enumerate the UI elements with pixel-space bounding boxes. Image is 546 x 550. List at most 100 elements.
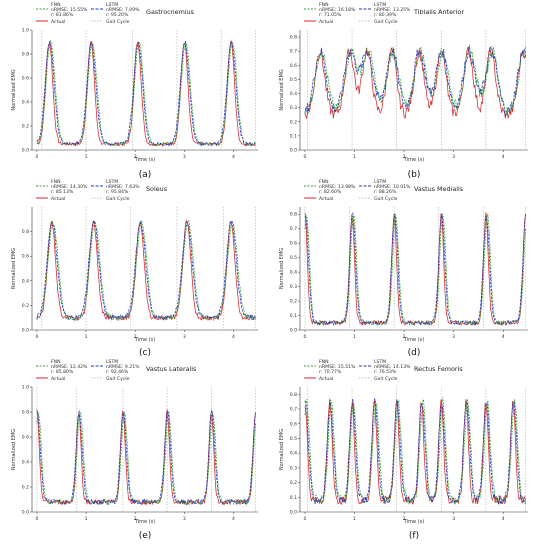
legend-lstm-r: r: 76.53%	[374, 369, 397, 375]
legend-fnn-r: r: 82.60%	[319, 189, 342, 195]
y-tick-label: 0.5	[290, 255, 297, 261]
legend-actual-label: Actual	[51, 376, 65, 382]
y-tick-label: 0.0	[22, 148, 29, 154]
legend-fnn-nrmse: nRMSE: 15.51%	[319, 364, 356, 370]
y-tick-label: 0.4	[290, 91, 297, 97]
legend-actual-label: Actual	[51, 19, 65, 25]
y-tick-label: 0.1	[290, 313, 297, 319]
y-tick-label: 0.4	[290, 451, 297, 457]
x-tick-label: 0	[303, 516, 306, 522]
y-tick-label: 0.2	[22, 303, 29, 309]
legend-actual-label: Actual	[51, 196, 65, 202]
series-fnn-line	[304, 46, 526, 116]
legend-lstm-r: r: 92.46%	[106, 369, 129, 375]
y-tick-label: 0.4	[290, 270, 297, 276]
x-tick-label: 2	[403, 516, 406, 522]
legend-lstm-r: r: 80.39%	[374, 12, 397, 18]
x-tick-label: 0	[303, 334, 306, 340]
x-tick-label: 1	[85, 516, 88, 522]
panel-label: (c)	[139, 348, 151, 358]
legend-lstm-r: r: 95.20%	[106, 12, 129, 18]
y-tick-label: 0.6	[22, 435, 29, 441]
legend-fnn-nrmse: nRMSE: 14.30%	[51, 184, 88, 190]
y-tick-label: 0.6	[290, 241, 297, 247]
y-tick-label: 0.6	[290, 421, 297, 427]
panel-label: (f)	[409, 531, 419, 541]
legend-fnn-r: r: 71.05%	[319, 12, 342, 18]
y-tick-label: 0.2	[290, 480, 297, 486]
y-axis-label: Normalized EMG	[279, 429, 285, 470]
legend-fnn-name: FNN	[51, 359, 61, 365]
series-lstm-line	[304, 212, 526, 326]
legend-gait-label: Gait Cycle	[106, 196, 130, 202]
series-lstm-line	[36, 40, 256, 147]
legend-fnn-name: FNN	[51, 2, 61, 8]
panel-label: (b)	[408, 170, 421, 180]
legend-fnn-r: r: 70.77%	[319, 369, 342, 375]
x-axis-label: Time (s)	[403, 337, 424, 343]
x-tick-label: 3	[452, 154, 455, 160]
y-tick-label: 0.3	[290, 105, 297, 111]
chart-title: Tibialis Anterior	[413, 8, 464, 16]
x-tick-label: 3	[183, 154, 186, 160]
series-lstm-line	[36, 219, 256, 321]
x-axis-label: Time (s)	[134, 157, 155, 163]
x-tick-label: 3	[452, 516, 455, 522]
y-tick-label: 0.6	[22, 254, 29, 260]
y-tick-label: 0.8	[290, 212, 297, 218]
y-axis-label: Normalized EMG	[279, 69, 285, 110]
legend-gait-label: Gait Cycle	[374, 376, 398, 382]
x-tick-label: 1	[353, 334, 356, 340]
x-tick-label: 4	[232, 516, 235, 522]
series-fnn-line	[36, 410, 256, 506]
y-tick-label: 0.0	[290, 328, 297, 334]
x-axis-label: Time (s)	[403, 519, 424, 525]
legend-gait-label: Gait Cycle	[374, 19, 398, 25]
y-tick-label: 0.2	[290, 119, 297, 125]
y-tick-label: 0.4	[22, 100, 29, 106]
x-tick-label: 1	[353, 516, 356, 522]
y-tick-label: 0.8	[290, 392, 297, 398]
legend-lstm-nrmse: nRMSE: 14.13%	[374, 364, 411, 370]
x-tick-label: 0	[35, 334, 38, 340]
x-tick-label: 3	[183, 516, 186, 522]
y-tick-label: 0.7	[290, 226, 297, 232]
series-lstm-line	[304, 44, 526, 117]
chart-title: Soleus	[146, 185, 168, 193]
x-tick-label: 4	[232, 334, 235, 340]
legend-lstm-nrmse: nRMSE: 10.01%	[374, 184, 411, 190]
chart-title: Rectus Femoris	[414, 365, 463, 373]
y-tick-label: 0.0	[22, 328, 29, 334]
legend-fnn-name: FNN	[319, 179, 329, 185]
x-tick-label: 2	[403, 334, 406, 340]
x-tick-label: 4	[502, 154, 505, 160]
legend-fnn-r: r: 85.13%	[51, 189, 74, 195]
y-tick-label: 0.2	[22, 485, 29, 491]
y-axis-label: Normalized EMG	[11, 429, 17, 470]
panel-label: (e)	[139, 531, 152, 541]
legend-lstm-name: LSTM	[374, 359, 386, 365]
legend-lstm-name: LSTM	[106, 179, 118, 185]
legend-lstm-r: r: 95.84%	[106, 189, 129, 195]
y-tick-label: 0.8	[22, 229, 29, 235]
x-tick-label: 0	[303, 154, 306, 160]
y-tick-label: 0.4	[22, 460, 29, 466]
legend-actual-label: Actual	[319, 19, 333, 25]
legend-lstm-nrmse: nRMSE: 7.09%	[106, 7, 140, 13]
legend-fnn-nrmse: nRMSE: 16.18%	[319, 7, 356, 13]
series-lstm-line	[304, 398, 526, 505]
x-axis-label: Time (s)	[134, 519, 155, 525]
y-axis-label: Normalized EMG	[11, 248, 17, 289]
y-tick-label: 0.7	[290, 49, 297, 55]
y-tick-label: 0.5	[290, 436, 297, 442]
x-axis-label: Time (s)	[403, 157, 424, 163]
